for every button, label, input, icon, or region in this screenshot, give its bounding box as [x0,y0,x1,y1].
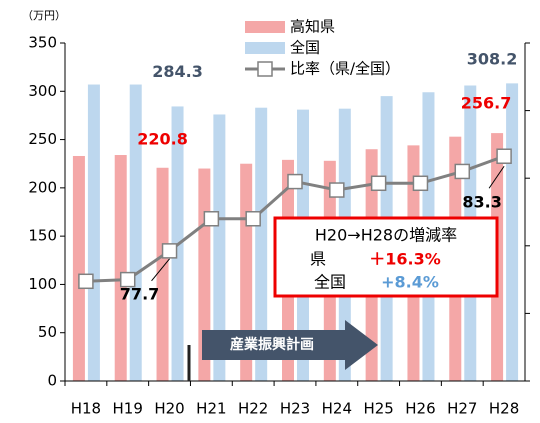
x-tick-label: H24 [322,400,352,418]
bar [129,84,142,382]
leader [151,258,170,282]
line-layer [78,148,512,290]
data-label: 77.7 [120,284,159,303]
x-tick-label: H19 [113,400,143,418]
leader [488,165,505,189]
data-label: 83.3 [462,193,501,212]
plan-arrow [202,320,378,370]
legend-label: 高知県 [290,18,335,36]
x-tick-label: H20 [154,400,184,418]
bar [213,114,226,381]
y-tick-label: 250 [28,130,57,148]
ratio-marker [370,175,387,192]
x-tick-label: H21 [196,400,226,418]
y-tick-label: 150 [28,227,57,245]
annotation-label: 全国 [314,273,346,292]
ratio-marker [496,148,512,164]
ratio-marker [287,173,303,190]
annotation-title: H20→H28の増減率 [315,226,457,245]
axes: 0 50 100 150 200 250 300 350 H18 H19 H20 H21 H22 H23 H… [28,34,530,418]
ratio-marker [119,271,136,288]
legend-marker [257,61,273,77]
y-tick-label: 50 [38,323,57,341]
x-tick-label: H22 [238,400,268,418]
x-tick-label: H25 [363,400,393,418]
annotation-box [273,216,499,298]
bar [87,84,100,382]
legend-label: 全国 [290,39,320,57]
ratio-marker [329,182,345,198]
unit-label: （万円） [22,9,66,22]
x-tick-label: H27 [447,400,477,418]
y-tick-label: 100 [28,275,57,293]
bar [255,107,268,382]
bar [72,155,85,381]
ratio-marker [245,211,261,227]
ratio-marker [454,163,471,180]
annotation-label: 県 [310,250,326,269]
legend-swatch [245,42,285,54]
x-tick-label: H28 [489,400,519,418]
legend-swatch [245,21,285,33]
ratio-marker [412,175,429,192]
ratio-marker [161,243,178,259]
arrow-label: 産業振興計画 [230,336,314,353]
x-tick-label: H23 [280,400,310,418]
y-tick-label: 350 [28,34,57,52]
data-label: 308.2 [467,50,518,69]
x-tick-label: H26 [405,400,435,418]
data-label: 220.8 [137,129,188,148]
bar [114,155,127,381]
data-label: 284.3 [152,62,203,81]
legend-label: 比率（県/全国） [290,60,400,78]
y-tick-label: 200 [28,178,57,196]
y-tick-label: 300 [28,82,57,100]
ratio-marker [78,273,94,290]
ratio-marker [203,211,220,227]
x-tick-label: H18 [71,400,101,418]
data-label: 256.7 [461,94,512,113]
y-tick-label: 0 [47,372,57,390]
bar [506,83,519,382]
bar [156,167,169,381]
annotation-value: +8.4% [381,273,439,292]
annotation-value: ＋16.3% [369,250,441,269]
